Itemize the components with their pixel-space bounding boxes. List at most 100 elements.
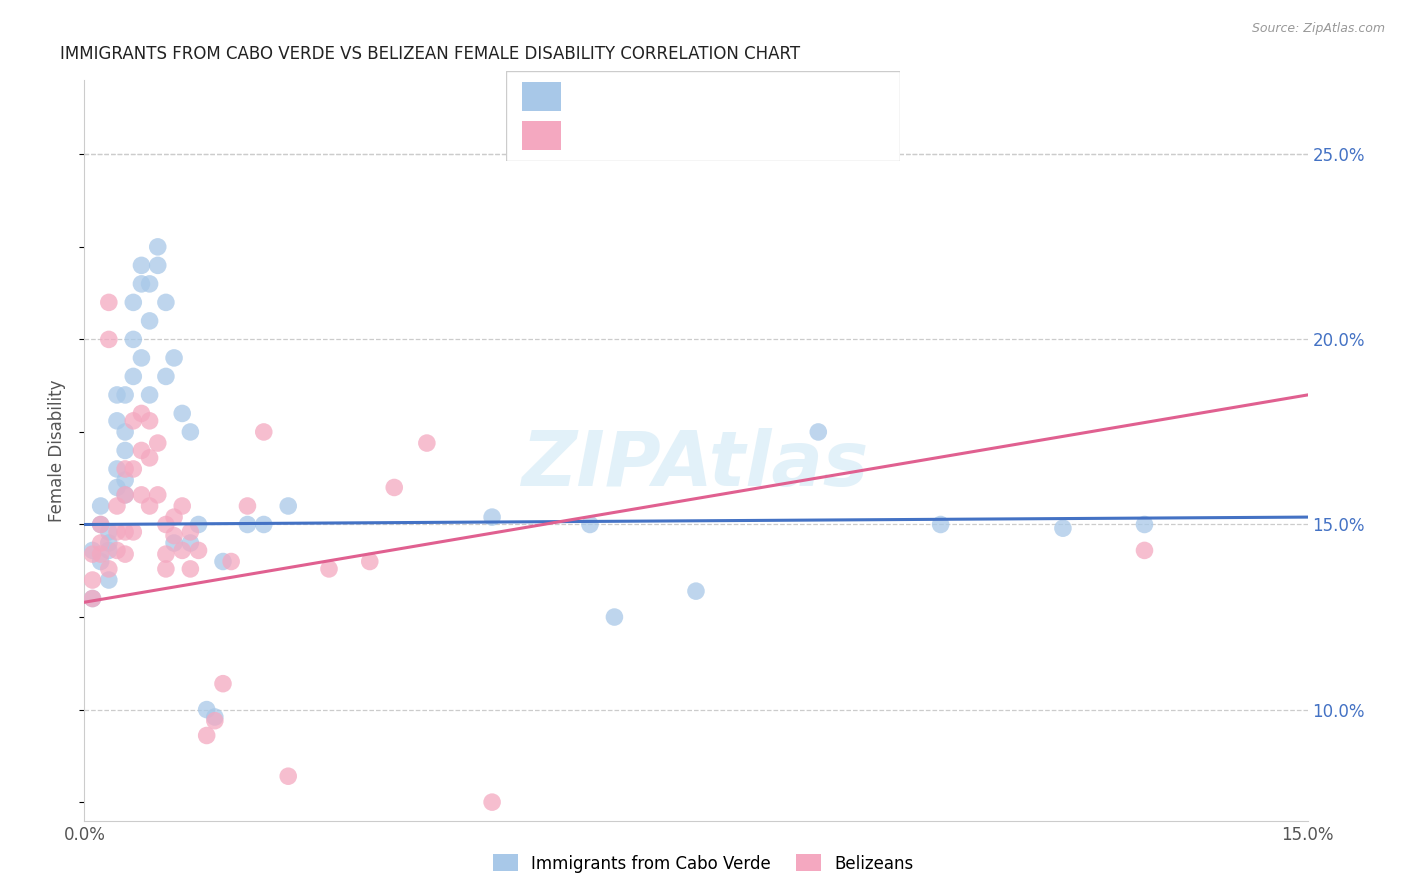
Point: [82, 573, 104, 587]
Point: [138, 414, 160, 428]
Point: [138, 499, 160, 513]
Point: [114, 488, 136, 502]
Point: [90, 517, 112, 532]
Point: [172, 407, 194, 421]
Point: [204, 714, 226, 728]
Point: [105, 388, 128, 402]
Point: [929, 517, 952, 532]
Point: [97, 524, 120, 539]
Point: [114, 547, 136, 561]
Point: [382, 481, 405, 495]
Point: [195, 703, 218, 717]
Point: [105, 481, 128, 495]
Point: [603, 610, 626, 624]
Text: 0.178: 0.178: [644, 127, 695, 145]
Point: [359, 554, 381, 569]
Point: [179, 524, 201, 539]
Text: ZIPAtlas: ZIPAtlas: [522, 428, 870, 502]
Point: [122, 332, 145, 346]
Point: [122, 524, 145, 539]
Point: [131, 407, 153, 421]
Point: [1133, 517, 1156, 532]
Point: [179, 425, 201, 439]
Point: [114, 524, 136, 539]
Text: 51: 51: [813, 87, 837, 105]
Point: [90, 517, 112, 532]
Point: [105, 543, 128, 558]
Point: [1133, 543, 1156, 558]
Point: [97, 573, 120, 587]
Point: [131, 259, 153, 273]
Point: [146, 240, 169, 254]
Point: [105, 462, 128, 476]
Point: [179, 536, 201, 550]
Point: [172, 543, 194, 558]
Bar: [522, 121, 561, 150]
Point: [131, 351, 153, 365]
Point: [236, 517, 259, 532]
Point: [146, 488, 169, 502]
Point: [204, 710, 226, 724]
Point: [97, 536, 120, 550]
Point: [82, 591, 104, 606]
Point: [318, 562, 340, 576]
Point: [155, 369, 177, 384]
Point: [90, 554, 112, 569]
Point: [155, 547, 177, 561]
Point: [97, 332, 120, 346]
Point: [82, 547, 104, 561]
Point: [187, 543, 209, 558]
Point: [82, 543, 104, 558]
Point: [122, 369, 145, 384]
Point: [146, 259, 169, 273]
Point: [195, 729, 218, 743]
Text: R =: R =: [576, 127, 616, 145]
Y-axis label: Female Disability: Female Disability: [48, 379, 66, 522]
Text: 50: 50: [813, 127, 837, 145]
Point: [163, 510, 186, 524]
Point: [105, 414, 128, 428]
Point: [146, 436, 169, 450]
Point: [163, 536, 186, 550]
Point: [163, 351, 186, 365]
Point: [97, 295, 120, 310]
Point: [155, 562, 177, 576]
Point: [179, 562, 201, 576]
Point: [105, 524, 128, 539]
Point: [138, 388, 160, 402]
Point: [114, 488, 136, 502]
Point: [163, 528, 186, 542]
Point: [1052, 521, 1074, 535]
Point: [90, 547, 112, 561]
Point: [253, 425, 276, 439]
Point: [114, 425, 136, 439]
Point: [97, 543, 120, 558]
Point: [187, 517, 209, 532]
Point: [155, 517, 177, 532]
Point: [131, 443, 153, 458]
Legend: Immigrants from Cabo Verde, Belizeans: Immigrants from Cabo Verde, Belizeans: [486, 847, 920, 880]
Point: [82, 591, 104, 606]
Point: [90, 499, 112, 513]
Point: [685, 584, 707, 599]
Point: [122, 462, 145, 476]
FancyBboxPatch shape: [506, 71, 900, 161]
Point: [97, 562, 120, 576]
Point: [114, 462, 136, 476]
Point: [212, 554, 235, 569]
Point: [579, 517, 602, 532]
Point: [131, 277, 153, 291]
Point: [212, 676, 235, 690]
Text: IMMIGRANTS FROM CABO VERDE VS BELIZEAN FEMALE DISABILITY CORRELATION CHART: IMMIGRANTS FROM CABO VERDE VS BELIZEAN F…: [60, 45, 800, 63]
Text: N =: N =: [742, 87, 782, 105]
Text: R =: R =: [576, 87, 616, 105]
Point: [90, 536, 112, 550]
Point: [114, 443, 136, 458]
Point: [155, 295, 177, 310]
Point: [219, 554, 242, 569]
Point: [277, 499, 299, 513]
Point: [277, 769, 299, 783]
Point: [138, 314, 160, 328]
Point: [253, 517, 276, 532]
Point: [236, 499, 259, 513]
